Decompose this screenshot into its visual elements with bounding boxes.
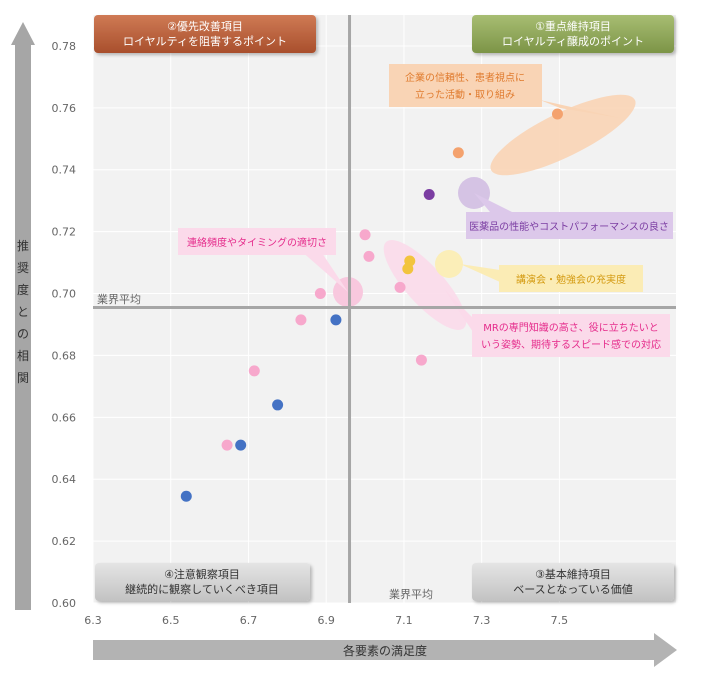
quadrant-1-subtitle: ロイヤルティ醸成のポイント [502,35,644,48]
yellow-callout-tail [460,264,500,282]
vertical-gridlines [92,15,560,603]
scatter-point [551,108,563,120]
callout-purple-line-1: 医薬品の性能やコストパフォーマンスの良さ [469,220,669,233]
callout-purple-box [466,212,673,239]
callout-orange-line-1: 企業の信頼性、患者視点に [405,71,525,84]
y-tick-label: 0.64 [52,473,77,486]
callout-pink-bottom-line-2: いう姿勢、期待するスピード感での対応 [481,338,661,351]
scatter-point [359,229,371,241]
y-tick-label: 0.60 [52,597,77,610]
callout-orange-box [389,64,542,107]
x-tick-label: 6.3 [84,614,102,627]
pink-top-callout-tail [300,250,348,292]
quadrant-4-box [95,563,310,601]
x-tick-label: 7.1 [395,614,413,627]
y-axis-arrow [11,22,35,610]
pink-bottom-callout-tail [445,290,473,332]
x-tick-label: 6.9 [317,614,335,627]
callout-orange-line-2: 立った活動・取り組み [415,88,515,101]
quadrant-2-title: ②優先改善項目 [167,19,243,33]
scatter-point [248,365,260,377]
quadrant-3-title: ③基本維持項目 [535,567,611,581]
scatter-point [221,439,233,451]
callout-pink-bottom-box [472,314,670,357]
x-tick-label: 7.3 [473,614,491,627]
y-tick-label: 0.62 [52,535,77,548]
scatter-point [314,288,326,300]
scatter-point [363,250,375,262]
quadrant-2-subtitle: ロイヤルティを阻害するポイント [123,34,287,48]
scatter-point [272,399,284,411]
orange-group-ellipse [490,94,636,176]
scatter-point [423,188,435,200]
scatter-point [235,439,247,451]
callout-yellow-line-1: 講演会・勉強会の充実度 [516,273,626,286]
quadrant-3-box [472,563,674,601]
scatter-point [180,490,192,502]
scatter-point [452,147,464,159]
purple-callout-tail [474,193,512,212]
x-tick-label: 6.5 [162,614,180,627]
x-axis-label: 各要素の満足度 [343,643,427,658]
y-tick-label: 0.70 [52,288,77,301]
scatter-point [402,263,414,275]
scatter-point [394,281,406,293]
y-tick-label: 0.68 [52,349,77,362]
y-axis-label: 推奨度との相関 [17,239,29,385]
x-tick-label: 6.7 [240,614,258,627]
y-tick-label: 0.72 [52,226,77,239]
y-tick-label: 0.78 [52,40,77,53]
callout-yellow-box [499,265,643,292]
y-tick-label: 0.76 [52,102,77,115]
quadrant-4-title: ④注意観察項目 [164,567,240,581]
data-points [180,108,563,502]
callout-pink-top-box [178,228,336,255]
scatter-point [415,354,427,366]
quadrant-3-subtitle: ベースとなっている価値 [513,583,633,596]
quadrant-1-title: ①重点維持項目 [535,19,611,33]
quadrant-1-box [472,15,674,53]
y-average-label: 業界平均 [97,293,141,306]
x-tick-labels: 6.3 6.5 6.7 6.9 7.1 7.3 7.5 [84,614,568,627]
scatter-point [295,314,307,326]
orange-callout-tail [540,100,620,118]
quadrant-4-subtitle: 継続的に観察していくべき項目 [125,582,279,596]
yellow-highlight-circle [435,250,463,278]
y-tick-label: 0.66 [52,411,77,424]
x-tick-label: 7.5 [551,614,569,627]
y-tick-label: 0.74 [52,164,77,177]
horizontal-gridlines [93,45,676,604]
quadrant-2-box [94,15,316,53]
callout-pink-bottom-line-1: MRの専門知識の高さ、役に立ちたいと [483,321,659,334]
x-axis-arrow [93,633,677,667]
y-tick-labels: 0.60 0.62 0.64 0.66 0.68 0.70 0.72 0.74 0.76 0.78 [52,40,77,610]
callout-pink-top-line-1: 連絡頻度やタイミングの適切さ [187,236,327,249]
x-average-label: 業界平均 [389,588,433,601]
scatter-point [330,314,342,326]
